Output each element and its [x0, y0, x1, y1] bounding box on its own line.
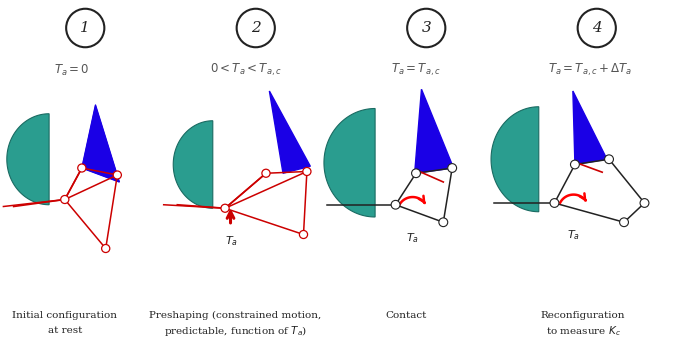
Ellipse shape — [303, 168, 311, 176]
Text: Initial configuration: Initial configuration — [12, 310, 117, 320]
Text: 3: 3 — [421, 21, 431, 35]
Text: $T_a$: $T_a$ — [406, 231, 419, 245]
Polygon shape — [491, 107, 539, 212]
Text: $T_a = T_{a,c} + \Delta T_a$: $T_a = T_{a,c} + \Delta T_a$ — [548, 62, 632, 78]
Text: $0 < T_a < T_{a,c}$: $0 < T_a < T_{a,c}$ — [209, 62, 282, 78]
Ellipse shape — [391, 200, 400, 209]
Text: 1: 1 — [80, 21, 90, 35]
Ellipse shape — [570, 160, 579, 169]
Ellipse shape — [605, 155, 614, 164]
Text: $T_a = T_{a,c}$: $T_a = T_{a,c}$ — [391, 62, 441, 78]
Text: predictable, function of $T_a$): predictable, function of $T_a$) — [164, 324, 307, 338]
Ellipse shape — [550, 199, 559, 207]
Text: to measure $K_c$: to measure $K_c$ — [546, 324, 621, 338]
Text: Preshaping (constrained motion,: Preshaping (constrained motion, — [149, 310, 321, 320]
Text: at rest: at rest — [48, 326, 82, 335]
Text: $T_a$: $T_a$ — [225, 234, 239, 248]
Ellipse shape — [299, 230, 308, 239]
Polygon shape — [173, 121, 213, 208]
Ellipse shape — [78, 164, 86, 172]
Polygon shape — [324, 108, 375, 217]
Ellipse shape — [102, 244, 110, 253]
Ellipse shape — [412, 169, 420, 178]
Ellipse shape — [447, 164, 457, 173]
Ellipse shape — [619, 218, 629, 227]
Polygon shape — [415, 89, 454, 173]
Polygon shape — [82, 105, 119, 182]
Text: $T_a$: $T_a$ — [567, 228, 580, 242]
Ellipse shape — [439, 218, 447, 227]
Ellipse shape — [61, 195, 69, 204]
Text: Contact: Contact — [385, 310, 426, 320]
Ellipse shape — [113, 171, 121, 179]
Ellipse shape — [640, 199, 649, 207]
Ellipse shape — [221, 204, 229, 212]
Text: 4: 4 — [592, 21, 602, 35]
Text: 2: 2 — [251, 21, 261, 35]
Polygon shape — [7, 114, 49, 205]
Text: $T_a = 0$: $T_a = 0$ — [54, 62, 89, 78]
Polygon shape — [573, 91, 607, 164]
Text: Reconfiguration: Reconfiguration — [541, 310, 625, 320]
Ellipse shape — [262, 169, 270, 177]
Polygon shape — [269, 91, 310, 173]
